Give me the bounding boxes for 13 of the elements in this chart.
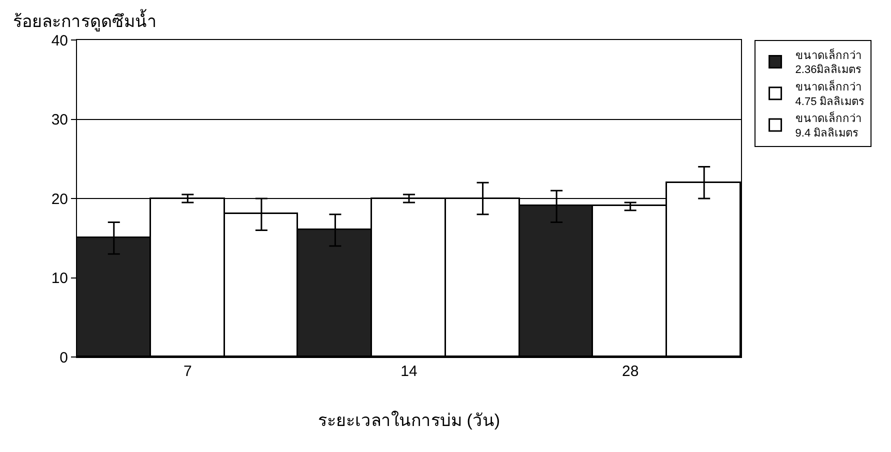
x-tick-label: 7 bbox=[184, 363, 192, 380]
y-tick-label: 40 bbox=[51, 32, 68, 50]
x-axis-title: ระยะเวลาในการบ่ม (วัน) bbox=[318, 410, 500, 430]
legend-label: ขนาดเล็กกว่า 9.4 มิลลิเมตร bbox=[795, 111, 862, 140]
legend-label: ขนาดเล็กกว่า 4.75 มิลลิเมตร bbox=[795, 80, 865, 108]
y-tick-label: 20 bbox=[51, 190, 68, 208]
x-tick-label: 28 bbox=[622, 363, 639, 380]
x-tick-label: 14 bbox=[400, 363, 418, 380]
legend-label: ขนาดเล็กกว่า 2.36มิลลิเมตร bbox=[795, 48, 862, 76]
y-tick-label: 10 bbox=[51, 270, 68, 287]
y-tick-label: 30 bbox=[51, 112, 68, 128]
y-axis-title: ร้อยละการดูดซึมน้ำ bbox=[13, 9, 157, 32]
y-tick-label: 0 bbox=[60, 349, 68, 366]
